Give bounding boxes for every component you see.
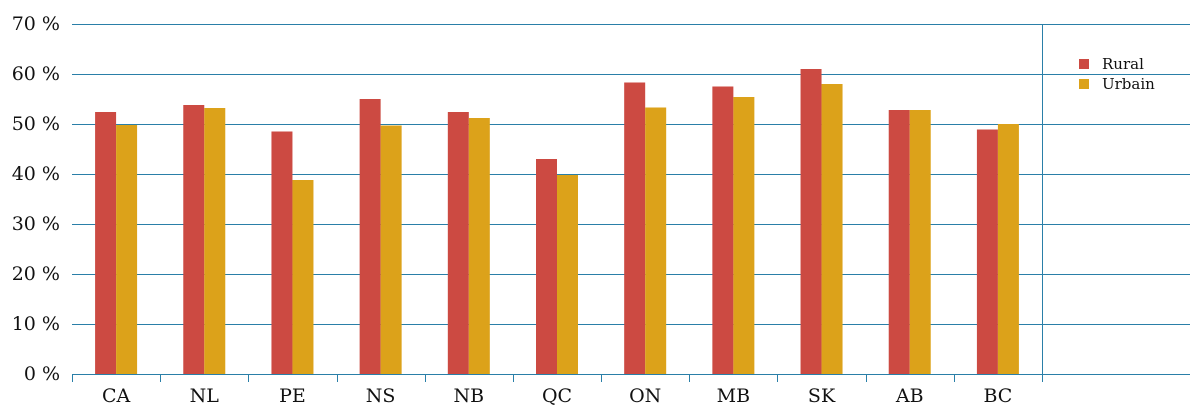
y-tick-label: 70 %	[12, 13, 60, 35]
legend: Rural Urbain	[1079, 55, 1155, 93]
bar-rural-mb	[712, 86, 734, 374]
y-tick-label: 30 %	[12, 213, 60, 235]
x-axis: CA NL PE NS NB QC ON MB SK AB BC	[72, 374, 1043, 407]
x-category-label: AB	[895, 385, 924, 407]
bar-urbain-mb	[733, 97, 755, 374]
bar-rural-bc	[976, 129, 998, 374]
bar-rural-nb	[447, 112, 469, 374]
x-category-label: NB	[454, 385, 485, 407]
bar-rural-nl	[183, 105, 205, 374]
x-category-label: PE	[279, 385, 306, 407]
bar-urbain-sk	[821, 84, 843, 374]
x-category-label: MB	[717, 385, 750, 407]
y-tick-label: 60 %	[12, 63, 60, 85]
bars	[95, 69, 1019, 374]
y-tick-label: 0 %	[24, 363, 60, 385]
x-category-label: NS	[366, 385, 396, 407]
x-category-label: SK	[808, 385, 836, 407]
bar-urbain-bc	[997, 124, 1019, 374]
x-category-label: NL	[190, 385, 220, 407]
bar-rural-on	[624, 82, 646, 374]
bar-rural-pe	[271, 131, 293, 374]
legend-swatch-urbain	[1079, 79, 1089, 89]
bar-rural-sk	[800, 69, 822, 374]
bar-urbain-ab	[909, 110, 931, 374]
bar-rural-ns	[359, 99, 381, 374]
bar-rural-ca	[95, 112, 117, 374]
bar-rural-qc	[536, 159, 557, 374]
legend-label-urbain: Urbain	[1102, 75, 1155, 93]
bar-urbain-pe	[292, 180, 314, 374]
x-category-label: QC	[542, 385, 572, 407]
x-category-label: ON	[629, 385, 661, 407]
y-tick-label: 20 %	[12, 263, 60, 285]
bar-rural-ab	[888, 110, 910, 374]
legend-label-rural: Rural	[1102, 55, 1144, 73]
bar-urbain-ns	[380, 125, 402, 374]
x-category-label: BC	[983, 385, 1012, 407]
bar-urbain-qc	[557, 175, 578, 374]
bar-urbain-nl	[204, 108, 226, 374]
y-axis-tick-labels: 0 % 10 % 20 % 30 % 40 % 50 % 60 % 70 %	[12, 13, 60, 385]
y-tick-label: 10 %	[12, 313, 60, 335]
y-tick-label: 50 %	[12, 113, 60, 135]
bar-urbain-ca	[116, 125, 138, 374]
y-tick-label: 40 %	[12, 163, 60, 185]
bar-urbain-on	[645, 107, 667, 374]
x-category-label: CA	[102, 385, 131, 407]
legend-swatch-rural	[1079, 59, 1089, 69]
bar-urbain-nb	[468, 118, 490, 374]
